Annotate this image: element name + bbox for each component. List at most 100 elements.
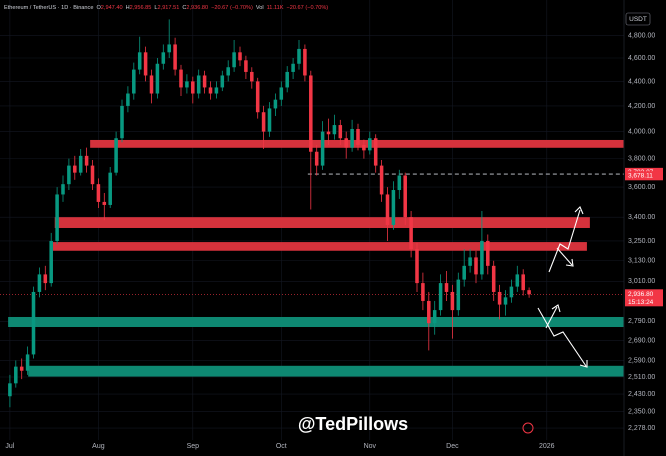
candle-body <box>450 291 455 311</box>
arrow-head <box>574 206 584 215</box>
candle-body <box>527 290 531 295</box>
candle-body <box>149 75 154 94</box>
header-item: 2,947.40 <box>101 5 123 11</box>
price-label-box <box>625 289 663 307</box>
candle-body <box>255 81 260 113</box>
y-tick-label: 2,510.00 <box>628 374 655 381</box>
candle-body <box>37 274 42 292</box>
header-item: C <box>182 5 186 11</box>
price-label: 3,678.11 <box>628 173 653 180</box>
candle-body <box>14 366 18 384</box>
arrow <box>548 209 581 273</box>
candle-body <box>132 69 136 94</box>
candle-body <box>220 75 225 88</box>
candle-body <box>444 283 449 292</box>
candle-body <box>332 125 337 135</box>
candle-body <box>403 175 407 218</box>
currency-box <box>625 12 651 26</box>
y-tick-label: 4,200.00 <box>628 103 655 110</box>
candle-body <box>427 300 431 324</box>
candle-body <box>438 283 443 311</box>
watermark: @TedPillows <box>298 414 408 434</box>
candle-body <box>297 48 301 64</box>
candle-body <box>90 165 95 185</box>
candle-body <box>279 87 284 100</box>
candle-body <box>108 172 112 205</box>
header-item: 11.11K <box>267 5 284 11</box>
candle-body <box>421 283 425 301</box>
candle-body <box>8 383 12 397</box>
currency: USDT <box>629 16 647 23</box>
candle-body <box>456 279 461 311</box>
header-item: −20.67 (−0.70%) <box>287 5 329 11</box>
candle-body <box>202 75 207 88</box>
y-tick-label: 2,350.00 <box>628 409 655 416</box>
candle-body <box>73 165 77 173</box>
candle-body <box>285 71 289 88</box>
x-tick-label: Nov <box>364 443 377 450</box>
candle-body <box>155 63 160 94</box>
header-item: H <box>126 5 130 11</box>
y-tick-label: 2,590.00 <box>628 357 655 364</box>
x-tick-label: 2026 <box>539 443 555 450</box>
arrow <box>556 247 573 266</box>
candle-body <box>143 52 148 76</box>
candle-body <box>385 194 390 225</box>
x-tick-label: Oct <box>276 443 287 450</box>
candle-body <box>521 274 525 291</box>
candle-body <box>409 217 413 250</box>
candle-body <box>309 75 313 152</box>
candle-body <box>167 44 171 53</box>
candle-body <box>415 249 419 284</box>
annotation-arrows <box>537 206 588 368</box>
header-item: 2,956.85 <box>130 5 152 11</box>
zone <box>8 316 624 328</box>
candle-body <box>480 240 484 275</box>
candle-body <box>462 265 466 280</box>
candle-body <box>84 155 89 166</box>
candle-body <box>191 81 195 94</box>
candle-body <box>503 297 508 305</box>
candle-body <box>391 190 396 225</box>
candle-body <box>238 52 242 61</box>
candle-body <box>232 52 236 68</box>
header: Ethereum / TetherUS · 1D · Binance O2,947… <box>4 5 328 11</box>
y-tick-label: 3,600.00 <box>628 184 655 191</box>
y-tick-label: 2,690.00 <box>628 337 655 344</box>
candle-body <box>432 310 437 324</box>
candle-body <box>397 175 402 191</box>
candle-body <box>515 274 520 287</box>
candle-body <box>267 108 272 132</box>
candle-body <box>78 155 83 173</box>
candle-body <box>362 144 366 151</box>
candle-body <box>25 354 30 371</box>
y-tick-label: 3,250.00 <box>628 238 655 245</box>
x-tick-label: Jul <box>5 443 14 450</box>
candle-body <box>67 165 71 185</box>
arrow-head <box>579 360 588 368</box>
candle-body <box>196 75 201 94</box>
candle-body <box>356 128 360 145</box>
candle-body <box>491 265 496 292</box>
y-tick-label: 4,800.00 <box>628 32 655 39</box>
y-tick-label: 2,278.00 <box>628 425 655 432</box>
y-tick-label: 3,010.00 <box>628 278 655 285</box>
candle-body <box>43 274 48 284</box>
arrow <box>537 307 587 367</box>
y-tick-label: 3,800.00 <box>628 155 655 162</box>
arrow-head <box>565 258 574 267</box>
header-item: 2,936.80 <box>186 5 208 11</box>
candle-body <box>273 99 278 109</box>
header-item: Vol <box>256 5 264 11</box>
axes: USDT 4,800.00 4,600.00 4,400.00 4,200.00 4,0… <box>5 0 663 456</box>
candle-body <box>486 240 490 266</box>
candle-body <box>208 87 213 94</box>
candle-body <box>49 240 53 284</box>
y-tick-label: 4,000.00 <box>628 128 655 135</box>
candle-body <box>126 93 130 106</box>
candle-body <box>61 184 65 195</box>
candle-body <box>114 138 118 173</box>
candle-body <box>137 52 142 70</box>
candle-body <box>326 131 331 135</box>
header-item: L <box>154 5 157 11</box>
